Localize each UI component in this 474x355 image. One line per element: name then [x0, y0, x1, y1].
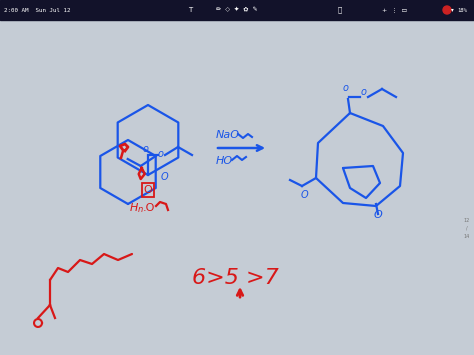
- Text: .O: .O: [143, 203, 155, 213]
- Bar: [0, 0, 474, 20]
- Text: H: H: [130, 203, 138, 213]
- Text: n: n: [138, 206, 143, 214]
- Circle shape: [443, 6, 451, 14]
- Text: O: O: [374, 210, 383, 220]
- Text: ▾: ▾: [451, 7, 453, 12]
- Text: 12: 12: [464, 218, 470, 223]
- Text: o: o: [158, 149, 164, 159]
- Text: 🎤: 🎤: [338, 7, 342, 13]
- Text: O: O: [300, 190, 308, 200]
- Text: T: T: [188, 7, 192, 13]
- Text: o: o: [343, 83, 349, 93]
- Text: +  ⋮  ▭: + ⋮ ▭: [383, 7, 408, 12]
- Text: 14: 14: [464, 234, 470, 239]
- Text: O: O: [144, 185, 152, 195]
- Text: 18%: 18%: [457, 7, 467, 12]
- Text: 2:00 AM  Sun Jul 12: 2:00 AM Sun Jul 12: [4, 7, 71, 12]
- Text: o: o: [143, 144, 149, 154]
- Text: /: /: [466, 225, 468, 230]
- Text: NaO: NaO: [216, 130, 240, 140]
- Text: o: o: [361, 87, 367, 97]
- Text: HO: HO: [216, 156, 233, 166]
- Text: O: O: [160, 172, 168, 182]
- Text: 6>5 >7: 6>5 >7: [191, 268, 278, 288]
- Text: ✏  ◇  ✦  ✿  ✎: ✏ ◇ ✦ ✿ ✎: [216, 7, 258, 13]
